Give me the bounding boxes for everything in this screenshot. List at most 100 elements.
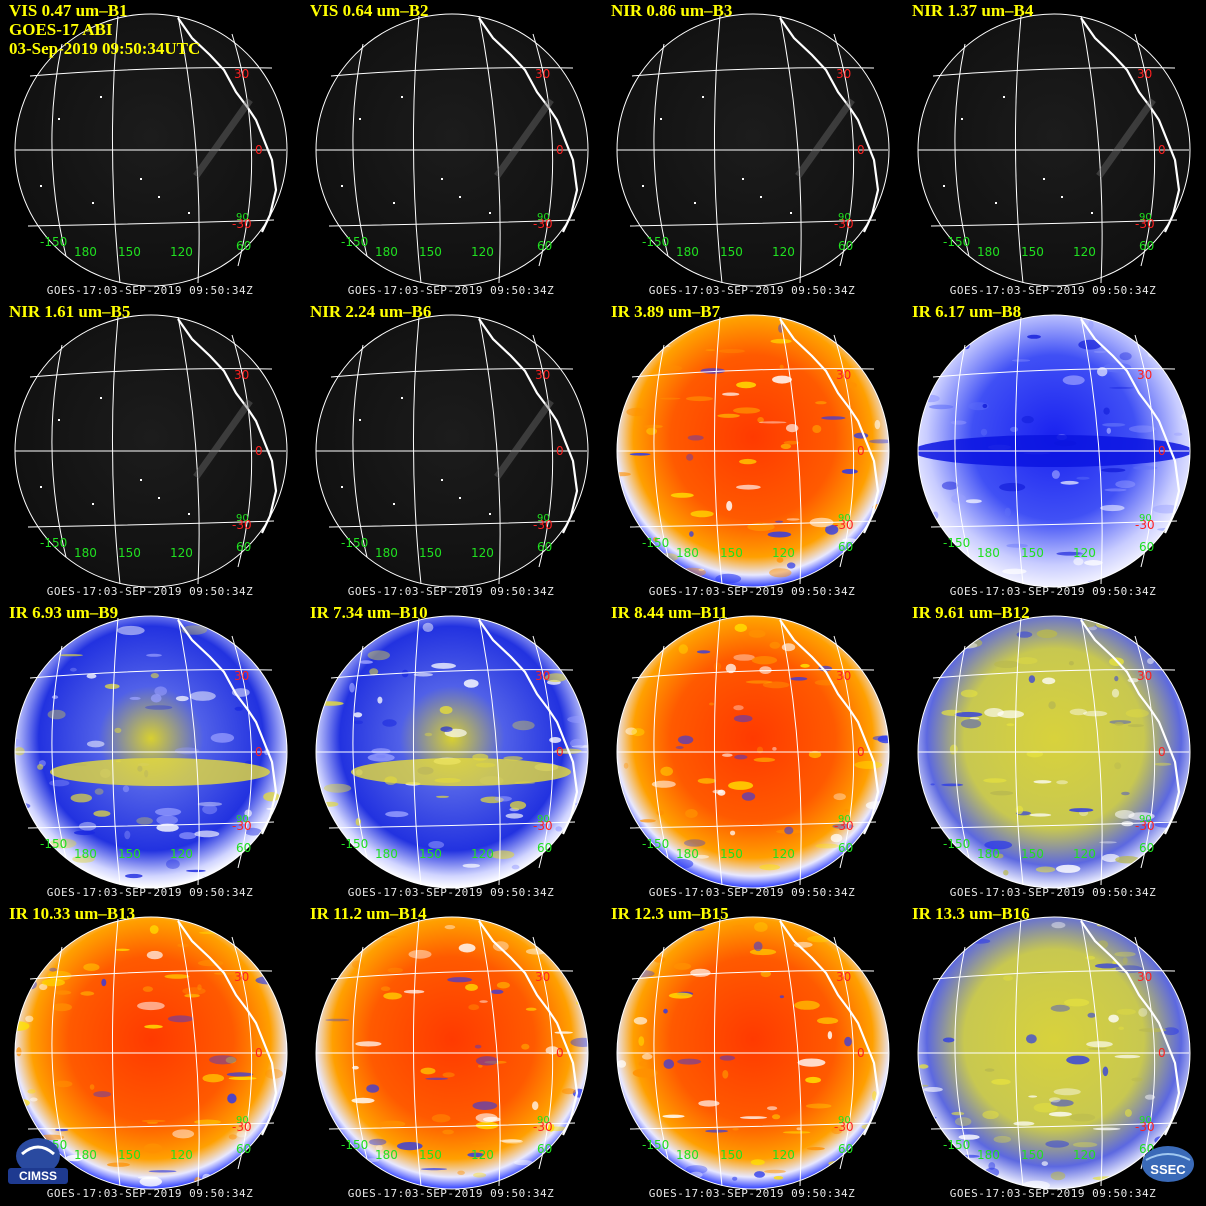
island-dot <box>140 178 142 180</box>
lat-label-30: 30 <box>1137 67 1152 81</box>
lon-label-60: 60 <box>838 1142 853 1156</box>
graticule <box>14 314 288 588</box>
lon-label-60: 60 <box>537 841 552 855</box>
panel-footer-timestamp: GOES-17:03-SEP-2019 09:50:34Z <box>347 1187 555 1200</box>
band-title: IR 6.93 um–B9 <box>9 603 119 622</box>
lon-label-120: 120 <box>772 546 795 560</box>
lat-label-30: 30 <box>836 368 851 382</box>
lat-label-30: 30 <box>234 669 249 683</box>
lat-label-minus-30: -30 <box>533 1120 553 1134</box>
lon-label-60: 60 <box>236 540 251 554</box>
lat-label-30: 30 <box>535 368 550 382</box>
island-dot <box>158 497 160 499</box>
island-dot <box>489 212 491 214</box>
coastline <box>779 920 880 1136</box>
lon-label-120: 120 <box>772 847 795 861</box>
sun-glint <box>1096 97 1156 179</box>
coastline <box>779 17 880 233</box>
lon-label-60: 60 <box>537 1142 552 1156</box>
band-panel: 30 0 -30 90 -150 180 150 120 60 VIS 0.47 um–B1 GOE… <box>0 0 300 300</box>
cloud-texture <box>316 616 588 888</box>
island-dot <box>459 497 461 499</box>
lon-label-60: 60 <box>236 1142 251 1156</box>
lon-label-90: 90 <box>236 513 249 524</box>
lon-label-minus-150: -150 <box>341 837 368 851</box>
island-dot <box>341 185 343 187</box>
coastline <box>1080 318 1181 534</box>
cimss-logo-text: CIMSS <box>19 1169 57 1183</box>
island-dot <box>140 479 142 481</box>
lon-label-60: 60 <box>236 841 251 855</box>
island-dot <box>441 479 443 481</box>
lat-label-0: 0 <box>556 1046 564 1060</box>
graticule <box>14 615 288 889</box>
lon-label-90: 90 <box>537 1115 550 1126</box>
coastline <box>177 920 278 1136</box>
coastline <box>1080 17 1181 233</box>
graticule <box>616 13 890 287</box>
lon-label-150: 150 <box>1021 546 1044 560</box>
band-panel: 30 0 -30 90 -150 180 150 120 60 IR 6.17 um–B8 GOES… <box>903 301 1203 601</box>
island-dot <box>40 486 42 488</box>
island-dot <box>401 397 403 399</box>
lon-label-90: 90 <box>838 212 851 223</box>
band-panel: 30 0 -30 90 -150 180 150 120 60 NIR 0.86 um–B3 GOE… <box>602 0 902 300</box>
island-dot <box>642 185 644 187</box>
band-title: NIR 0.86 um–B3 <box>611 1 733 20</box>
lon-label-minus-150: -150 <box>341 536 368 550</box>
band-title: IR 7.34 um–B10 <box>310 603 428 622</box>
island-dot <box>100 96 102 98</box>
panel-footer-timestamp: GOES-17:03-SEP-2019 09:50:34Z <box>949 886 1157 899</box>
island-dot <box>158 196 160 198</box>
band-title: IR 6.17 um–B8 <box>912 302 1022 321</box>
lat-label-30: 30 <box>836 970 851 984</box>
coastline <box>478 619 579 835</box>
lon-label-60: 60 <box>838 841 853 855</box>
lon-label-150: 150 <box>720 546 743 560</box>
graticule <box>315 13 589 287</box>
band-title: IR 8.44 um–B11 <box>611 603 728 622</box>
lon-label-90: 90 <box>1139 814 1152 825</box>
panel-footer-timestamp: GOES-17:03-SEP-2019 09:50:34Z <box>648 585 856 598</box>
lon-label-180: 180 <box>977 1148 1000 1162</box>
lon-label-60: 60 <box>537 239 552 253</box>
lon-label-180: 180 <box>375 245 398 259</box>
lon-label-60: 60 <box>1139 841 1154 855</box>
lon-label-120: 120 <box>170 245 193 259</box>
coastline <box>177 619 278 835</box>
panel-footer-timestamp: GOES-17:03-SEP-2019 09:50:34Z <box>648 1187 856 1200</box>
island-dot <box>1091 212 1093 214</box>
band-panel: 30 0 -30 90 -150 180 150 120 60 VIS 0.64 um–B2 GOE… <box>301 0 601 300</box>
lon-label-180: 180 <box>375 546 398 560</box>
lon-label-90: 90 <box>537 212 550 223</box>
sun-glint <box>494 97 554 179</box>
lon-label-minus-150: -150 <box>341 235 368 249</box>
lon-label-120: 120 <box>471 245 494 259</box>
island-dot <box>702 96 704 98</box>
panel-footer-timestamp: GOES-17:03-SEP-2019 09:50:34Z <box>949 1187 1157 1200</box>
island-dot <box>961 118 963 120</box>
lat-label-minus-30: -30 <box>1135 819 1155 833</box>
band-panel: 30 0 -30 90 -150 180 150 120 60 NIR 2.24 um–B6 GOE… <box>301 301 601 601</box>
island-dot <box>694 202 696 204</box>
lat-label-minus-30: -30 <box>533 819 553 833</box>
lat-label-0: 0 <box>857 143 865 157</box>
panel-footer-timestamp: GOES-17:03-SEP-2019 09:50:34Z <box>46 886 254 899</box>
lon-label-minus-150: -150 <box>943 837 970 851</box>
band-title: IR 3.89 um–B7 <box>611 302 721 321</box>
lat-label-30: 30 <box>234 67 249 81</box>
island-dot <box>359 419 361 421</box>
lon-label-minus-150: -150 <box>943 235 970 249</box>
lat-label-0: 0 <box>556 444 564 458</box>
lat-label-0: 0 <box>1158 745 1166 759</box>
lon-label-90: 90 <box>537 513 550 524</box>
band-title: IR 11.2 um–B14 <box>310 904 427 923</box>
island-dot <box>58 419 60 421</box>
lat-label-minus-30: -30 <box>1135 1120 1155 1134</box>
island-dot <box>401 96 403 98</box>
lon-label-120: 120 <box>772 245 795 259</box>
island-dot <box>995 202 997 204</box>
